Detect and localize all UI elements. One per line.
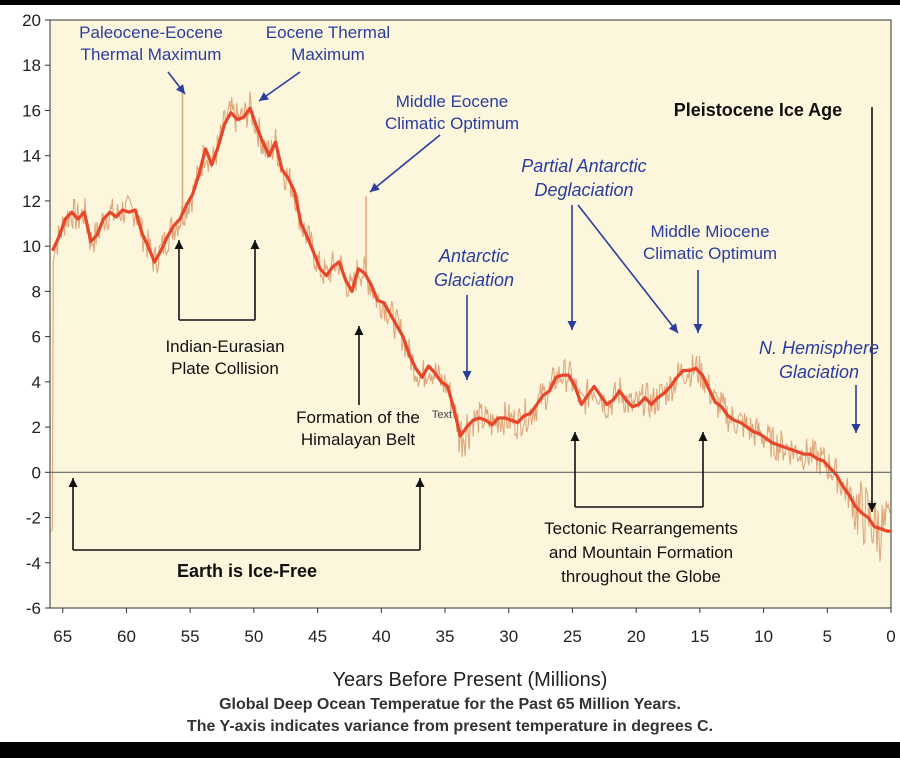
annotation-ice-free: Earth is Ice-Free bbox=[177, 561, 317, 581]
arrow-head bbox=[415, 478, 425, 487]
top-border bbox=[0, 0, 900, 5]
caption-line-1: Global Deep Ocean Temperatue for the Pas… bbox=[219, 696, 681, 713]
y-tick-label: 12 bbox=[22, 192, 41, 211]
arrow-head bbox=[570, 432, 580, 441]
annotation-mmco: Middle Miocene Climatic Optimum bbox=[643, 222, 777, 263]
arrow-head bbox=[370, 182, 380, 192]
x-tick-label: 50 bbox=[244, 627, 263, 646]
y-tick-label: -6 bbox=[26, 599, 41, 618]
arrow-head bbox=[259, 92, 269, 101]
annotation-line: Glaciation bbox=[779, 362, 859, 382]
y-tick-label: -2 bbox=[26, 509, 41, 528]
y-tick-label: 8 bbox=[32, 282, 41, 301]
annotation-pleistocene: Pleistocene Ice Age bbox=[674, 100, 842, 120]
annotation-line: Maximum bbox=[291, 45, 365, 64]
annotation-line: Text bbox=[432, 409, 452, 421]
annotation-tectonic: Tectonic Rearrangements and Mountain Form… bbox=[544, 519, 738, 586]
annotation-pad: Partial Antarctic Deglaciation bbox=[521, 156, 646, 200]
annotation-line: Middle Miocene bbox=[650, 222, 769, 241]
y-tick-label: 14 bbox=[22, 147, 41, 166]
x-tick-label: 55 bbox=[181, 627, 200, 646]
annotation-line: Formation of the bbox=[296, 408, 420, 427]
x-tick-label: 0 bbox=[886, 627, 895, 646]
x-tick-label: 10 bbox=[754, 627, 773, 646]
x-tick-label: 40 bbox=[372, 627, 391, 646]
x-tick-label: 25 bbox=[563, 627, 582, 646]
annotation-line: Climatic Optimum bbox=[385, 114, 519, 133]
x-tick-label: 15 bbox=[690, 627, 709, 646]
y-tick-label: 2 bbox=[32, 418, 41, 437]
annotation-line: Partial Antarctic bbox=[521, 156, 646, 176]
annotation-line: Deglaciation bbox=[534, 180, 633, 200]
y-tick-label: 20 bbox=[22, 11, 41, 30]
x-tick-label: 5 bbox=[823, 627, 832, 646]
arrow-head bbox=[867, 503, 877, 512]
arrow-head bbox=[851, 424, 861, 433]
annotation-himalayan: Formation of the Himalayan Belt bbox=[296, 408, 420, 449]
annotation-arrows bbox=[68, 71, 877, 551]
y-tick-label: 0 bbox=[32, 463, 41, 482]
annotation-line: Plate Collision bbox=[171, 359, 279, 378]
annotation-line: and Mountain Formation bbox=[549, 543, 733, 562]
arrow-head bbox=[175, 84, 185, 94]
arrow-shaft bbox=[369, 134, 441, 193]
y-tick-label: 18 bbox=[22, 56, 41, 75]
x-tick-label: 45 bbox=[308, 627, 327, 646]
annotation-line: Middle Eocene bbox=[396, 92, 508, 111]
annotation-antarctic-glaciation: Antarctic Glaciation bbox=[434, 246, 514, 290]
arrow-head bbox=[462, 371, 472, 380]
y-tick-label: 10 bbox=[22, 237, 41, 256]
annotation-line: Glaciation bbox=[434, 270, 514, 290]
smoothed-series-line bbox=[51, 106, 891, 533]
annotation-line: N. Hemisphere bbox=[759, 338, 879, 358]
annotation-line: Antarctic bbox=[438, 246, 509, 266]
annotation-line: Tectonic Rearrangements bbox=[544, 519, 738, 538]
x-tick-label: 60 bbox=[117, 627, 136, 646]
arrow-head bbox=[693, 324, 703, 333]
annotation-indian-eurasian: Indian-Eurasian Plate Collision bbox=[165, 337, 284, 378]
x-axis-label: Years Before Present (Millions) bbox=[333, 669, 608, 691]
y-tick-label: 16 bbox=[22, 101, 41, 120]
arrow-head bbox=[698, 432, 708, 441]
annotation-line: Climatic Optimum bbox=[643, 244, 777, 263]
bottom-border bbox=[0, 742, 900, 758]
arrow-head bbox=[567, 321, 577, 330]
arrow-head bbox=[68, 478, 78, 487]
arrow-head bbox=[354, 326, 364, 335]
annotation-petm: Paleocene-Eocene Thermal Maximum bbox=[79, 23, 223, 64]
arrow-head bbox=[174, 240, 184, 249]
annotation-etm: Eocene Thermal Maximum bbox=[266, 23, 390, 64]
x-tick-label: 20 bbox=[627, 627, 646, 646]
annotation-line: Earth is Ice-Free bbox=[177, 561, 317, 581]
annotation-stray-text: Text bbox=[432, 409, 452, 421]
annotation-line: Thermal Maximum bbox=[81, 45, 222, 64]
arrow-head bbox=[250, 240, 260, 249]
x-tick-label: 35 bbox=[436, 627, 455, 646]
annotation-line: Indian-Eurasian bbox=[165, 337, 284, 356]
annotation-line: Eocene Thermal bbox=[266, 23, 390, 42]
annotation-line: throughout the Globe bbox=[561, 567, 721, 586]
annotation-labels: Paleocene-Eocene Thermal Maximum Eocene Th… bbox=[79, 23, 879, 586]
caption-line-2: The Y-axis indicates variance from prese… bbox=[186, 718, 714, 735]
arrow-head bbox=[668, 323, 678, 333]
x-tick-label: 65 bbox=[53, 627, 72, 646]
annotation-nhg: N. Hemisphere Glaciation bbox=[759, 338, 879, 382]
annotation-line: Paleocene-Eocene bbox=[79, 23, 223, 42]
plot-area bbox=[49, 19, 892, 609]
annotation-line: Pleistocene Ice Age bbox=[674, 100, 842, 120]
arrow-shaft bbox=[577, 204, 679, 334]
y-tick-label: -4 bbox=[26, 554, 41, 573]
annotation-meco: Middle Eocene Climatic Optimum bbox=[385, 92, 519, 133]
annotation-line: Himalayan Belt bbox=[301, 430, 416, 449]
x-tick-label: 30 bbox=[499, 627, 518, 646]
y-tick-label: 4 bbox=[32, 373, 41, 392]
y-tick-label: 6 bbox=[32, 328, 41, 347]
